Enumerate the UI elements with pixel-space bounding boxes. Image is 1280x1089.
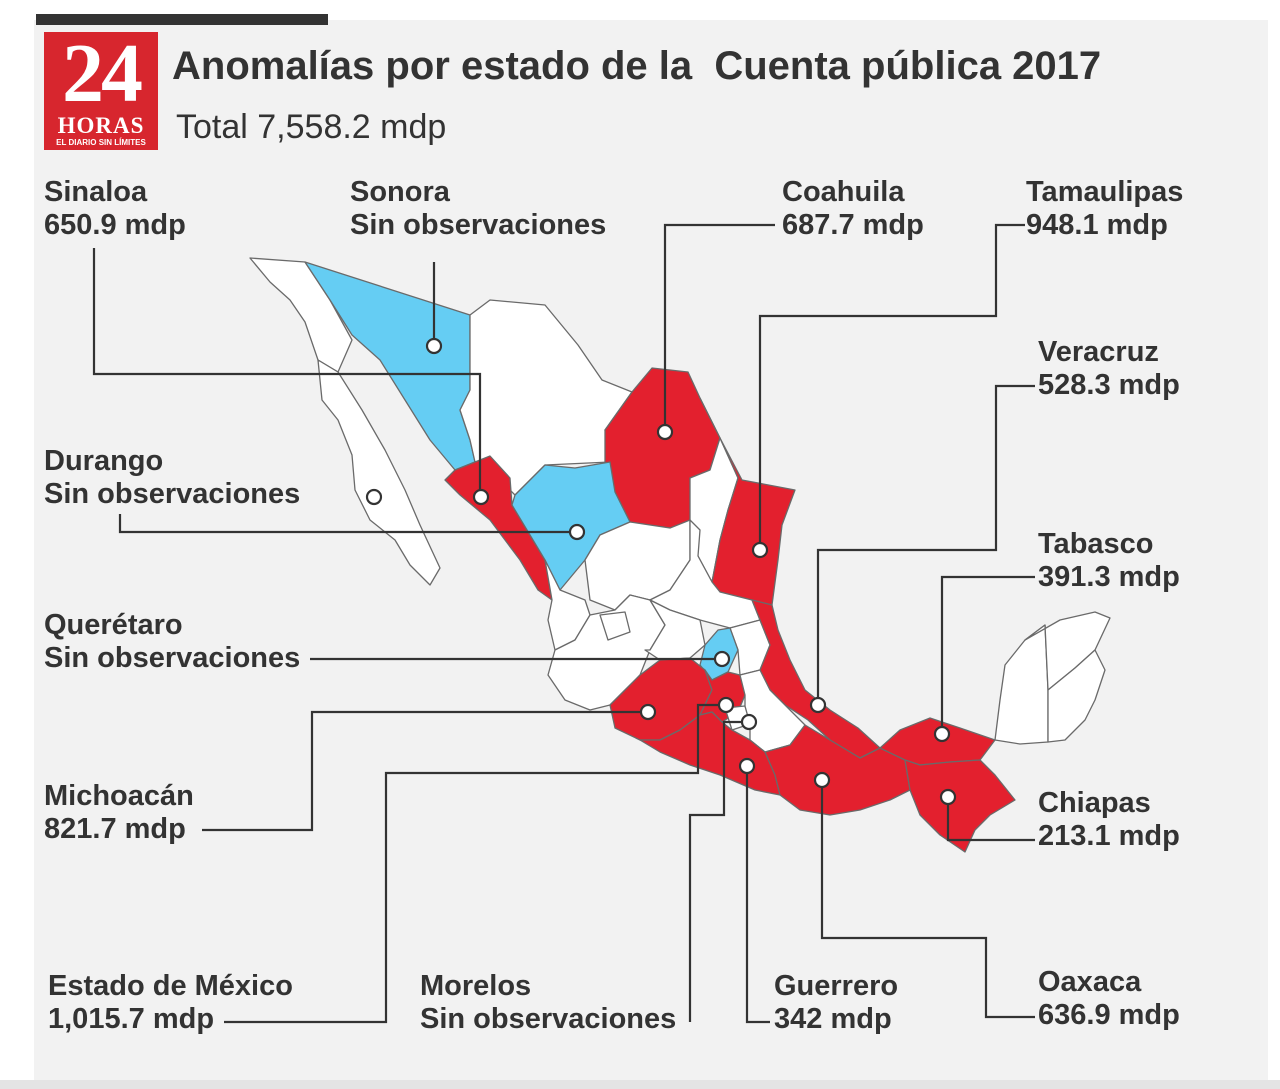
label-chiapas-value: 213.1 mdp bbox=[1038, 820, 1180, 852]
label-guerrero-name: Guerrero bbox=[774, 970, 899, 1002]
label-tabasco-name: Tabasco bbox=[1038, 528, 1154, 560]
leader-durango bbox=[118, 514, 577, 534]
label-michoacan-value: 821.7 mdp bbox=[44, 813, 186, 845]
label-oaxaca: Oaxaca 636.9 mdp bbox=[1038, 966, 1180, 1032]
leader-sinaloa bbox=[92, 248, 482, 497]
label-coahuila: Coahuila 687.7 mdp bbox=[782, 176, 924, 242]
label-morelos-value: Sin observaciones bbox=[420, 1003, 677, 1035]
leader-edomex bbox=[224, 703, 726, 1024]
label-durango-value: Sin observaciones bbox=[44, 478, 301, 510]
marker-chiapas bbox=[939, 788, 957, 806]
marker-guerrero bbox=[738, 757, 756, 775]
label-sonora-name: Sonora bbox=[350, 176, 450, 208]
leader-tabasco bbox=[940, 575, 1035, 734]
leader-guerrero bbox=[745, 766, 770, 1024]
label-edomex: Estado de México 1,015.7 mdp bbox=[48, 970, 293, 1036]
state-quintana-roo bbox=[1047, 649, 1106, 743]
label-tabasco-value: 391.3 mdp bbox=[1038, 561, 1180, 593]
label-edomex-name: Estado de México bbox=[48, 970, 293, 1002]
marker-sinaloa bbox=[472, 488, 490, 506]
label-tabasco: Tabasco 391.3 mdp bbox=[1038, 528, 1180, 594]
label-tamaulipas-name: Tamaulipas bbox=[1026, 176, 1184, 208]
label-durango: Durango Sin observaciones bbox=[44, 445, 300, 511]
marker-sonora bbox=[425, 337, 443, 355]
label-veracruz-value: 528.3 mdp bbox=[1038, 369, 1180, 401]
marker-coahuila bbox=[656, 423, 674, 441]
leader-chiapas bbox=[946, 797, 1035, 842]
state-guerrero bbox=[639, 711, 781, 796]
marker-tabasco bbox=[933, 725, 951, 743]
label-guerrero-value: 342 mdp bbox=[774, 1003, 892, 1035]
bottom-divider bbox=[0, 1080, 1280, 1089]
marker-durango bbox=[568, 523, 586, 541]
state-campeche bbox=[994, 624, 1049, 745]
label-coahuila-value: 687.7 mdp bbox=[782, 209, 924, 241]
label-sinaloa-value: 650.9 mdp bbox=[44, 209, 186, 241]
newspaper-logo: 24 HORAS EL DIARIO SIN LÍMITES bbox=[44, 27, 158, 150]
state-aguascalientes bbox=[599, 611, 631, 641]
leader-morelos bbox=[688, 720, 749, 1022]
marker-michoacan bbox=[639, 703, 657, 721]
page-title: Anomalías por estado de la Cuenta públic… bbox=[172, 44, 1102, 88]
label-coahuila-name: Coahuila bbox=[782, 176, 905, 208]
marker-oaxaca bbox=[813, 771, 831, 789]
marker-baja-california-sur bbox=[365, 488, 383, 506]
marker-veracruz bbox=[809, 696, 827, 714]
label-chiapas: Chiapas 213.1 mdp bbox=[1038, 787, 1180, 853]
label-sonora-value: Sin observaciones bbox=[350, 209, 607, 241]
total-amount: Total 7,558.2 mdp bbox=[176, 108, 447, 146]
label-oaxaca-name: Oaxaca bbox=[1038, 966, 1142, 998]
marker-morelos bbox=[740, 713, 758, 731]
label-michoacan-name: Michoacán bbox=[44, 780, 194, 812]
label-oaxaca-value: 636.9 mdp bbox=[1038, 999, 1180, 1031]
label-sinaloa: Sinaloa 650.9 mdp bbox=[44, 176, 186, 242]
leader-veracruz bbox=[816, 384, 1035, 705]
leader-michoacan bbox=[202, 710, 648, 832]
label-morelos-name: Morelos bbox=[420, 970, 532, 1002]
state-chiapas bbox=[904, 759, 1016, 853]
marker-edomex bbox=[717, 696, 735, 714]
label-chiapas-name: Chiapas bbox=[1038, 787, 1151, 819]
logo-number: 24 bbox=[62, 27, 143, 120]
label-queretaro-name: Querétaro bbox=[44, 609, 183, 641]
leader-coahuila bbox=[663, 223, 775, 432]
label-durango-name: Durango bbox=[44, 445, 164, 477]
state-chihuahua bbox=[459, 299, 633, 496]
marker-tamaulipas bbox=[751, 541, 769, 559]
label-tamaulipas: Tamaulipas 948.1 mdp bbox=[1026, 176, 1183, 242]
label-edomex-value: 1,015.7 mdp bbox=[48, 1003, 215, 1035]
marker-queretaro bbox=[713, 650, 731, 668]
label-sonora: Sonora Sin observaciones bbox=[350, 176, 606, 242]
label-veracruz-name: Veracruz bbox=[1038, 336, 1159, 368]
label-tamaulipas-value: 948.1 mdp bbox=[1026, 209, 1168, 241]
top-accent-bar bbox=[36, 14, 328, 25]
leader-oaxaca bbox=[820, 780, 1035, 1019]
label-morelos: Morelos Sin observaciones bbox=[420, 970, 676, 1036]
label-queretaro-value: Sin observaciones bbox=[44, 642, 301, 674]
label-michoacan: Michoacán 821.7 mdp bbox=[44, 780, 194, 846]
logo-word: HORAS bbox=[57, 113, 145, 138]
label-guerrero: Guerrero 342 mdp bbox=[774, 970, 898, 1036]
logo-tagline: EL DIARIO SIN LÍMITES bbox=[56, 138, 146, 147]
label-queretaro: Querétaro Sin observaciones bbox=[44, 609, 300, 675]
label-veracruz: Veracruz 528.3 mdp bbox=[1038, 336, 1180, 402]
state-baja-california-sur bbox=[317, 359, 441, 586]
label-sinaloa-name: Sinaloa bbox=[44, 176, 148, 208]
leader-tamaulipas bbox=[758, 223, 1025, 550]
